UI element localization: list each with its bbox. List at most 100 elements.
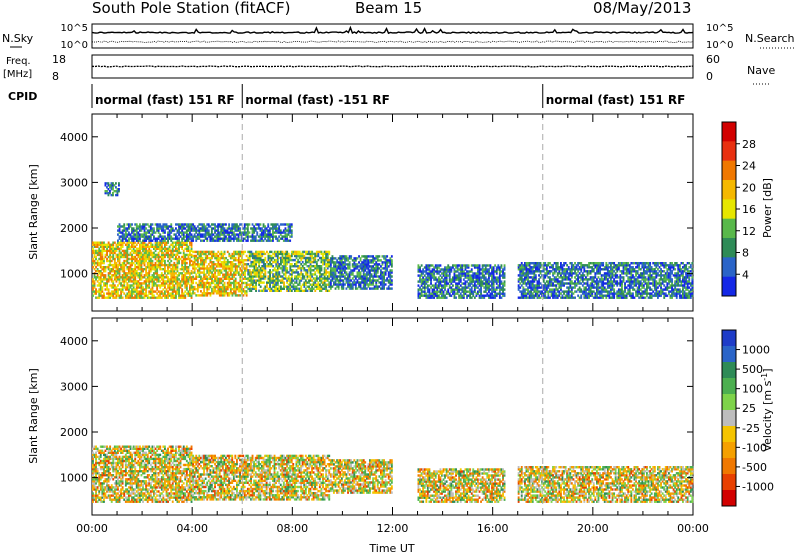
echo-cell (275, 275, 278, 278)
echo-cell (317, 250, 320, 254)
echo-cell (611, 280, 614, 283)
echo-cell (109, 251, 112, 255)
echo-cell (204, 281, 207, 285)
echo-cell (148, 241, 151, 244)
echo-cell (441, 272, 443, 275)
echo-cell (589, 272, 592, 275)
echo-cell (608, 290, 611, 293)
echo-cell (121, 290, 124, 293)
echo-cell (348, 271, 351, 274)
echo-cell (610, 288, 612, 291)
echo-cell (483, 274, 486, 277)
echo-cell (500, 286, 503, 289)
echo-cell (276, 258, 279, 262)
echo-cell (253, 279, 256, 282)
echo-cell (218, 285, 221, 289)
echo-cell (372, 257, 375, 260)
echo-cell (196, 283, 199, 287)
echo-cell (481, 272, 484, 275)
echo-cell (165, 290, 168, 293)
echo-cell (178, 282, 180, 285)
echo-cell (178, 278, 180, 281)
echo-cell (241, 271, 243, 274)
echo-cell (176, 247, 179, 250)
echo-cell (126, 259, 129, 263)
echo-cell (292, 283, 295, 286)
echo-cell (222, 290, 224, 293)
echo-cell (437, 278, 440, 281)
echo-cell (95, 278, 97, 281)
echo-cell (301, 277, 304, 280)
echo-cell (284, 260, 287, 264)
echo-cell (132, 249, 135, 253)
echo-cell (583, 278, 586, 281)
echo-cell (98, 278, 101, 281)
echo-cell (534, 264, 537, 267)
echo-cell (223, 263, 226, 266)
echo-cell (120, 290, 123, 293)
echo-cell (276, 271, 279, 274)
echo-cell (256, 269, 259, 272)
echo-cell (547, 264, 550, 267)
echo-cell (578, 288, 581, 291)
echo-cell (524, 262, 526, 265)
echo-cell (628, 290, 631, 293)
echo-cell (605, 294, 608, 297)
echo-cell (175, 257, 177, 261)
echo-cell (358, 269, 360, 272)
echo-cell (245, 277, 248, 280)
echo-cell (190, 247, 193, 250)
echo-cell (95, 296, 97, 299)
echo-cell (247, 271, 250, 274)
echo-cell (132, 251, 135, 255)
echo-cell (98, 290, 101, 293)
echo-cell (228, 283, 231, 287)
echo-cell (578, 262, 581, 265)
echo-cell (583, 274, 586, 277)
echo-cell (128, 278, 130, 281)
echo-cell (564, 268, 567, 271)
echo-cell (578, 282, 581, 285)
echo-cell (93, 259, 96, 263)
echo-cell (625, 280, 628, 283)
echo-cell (475, 272, 478, 275)
echo-cell (591, 282, 594, 285)
echo-cell (585, 264, 587, 267)
echo-cell (439, 264, 442, 267)
echo-cell (469, 288, 472, 291)
echo-cell (164, 292, 166, 295)
echo-cell (209, 250, 212, 254)
echo-cell (354, 263, 357, 266)
echo-cell (106, 266, 108, 269)
echo-cell (229, 292, 232, 295)
echo-cell (154, 270, 157, 273)
echo-cell (250, 271, 253, 274)
echo-cell (151, 294, 154, 297)
echo-cell (638, 262, 641, 265)
echo-cell (613, 296, 616, 299)
echo-cell (131, 243, 133, 246)
echo-cell (184, 294, 187, 297)
echo-cell (185, 249, 188, 253)
echo-cell (373, 267, 376, 270)
echo-cell (304, 260, 307, 264)
echo-cell (209, 275, 212, 278)
echo-cell (190, 284, 193, 287)
echo-cell (614, 266, 617, 269)
echo-cell (115, 266, 118, 269)
echo-cell (492, 266, 495, 269)
echo-cell (574, 280, 576, 283)
echo-cell (206, 294, 209, 297)
echo-cell (256, 250, 259, 254)
echo-cell (646, 284, 648, 287)
echo-cell (311, 273, 314, 276)
echo-cell (178, 259, 180, 263)
echo-cell (198, 273, 201, 276)
echo-cell (359, 275, 362, 278)
echo-cell (231, 292, 234, 295)
echo-cell (570, 292, 573, 295)
echo-cell (597, 280, 600, 283)
echo-cell (112, 274, 115, 277)
echo-cell (594, 286, 597, 289)
echo-cell (192, 292, 195, 295)
